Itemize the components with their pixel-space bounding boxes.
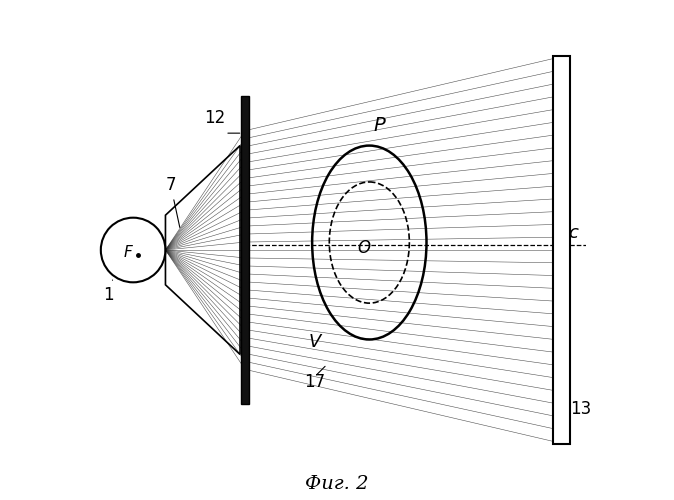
Text: P: P — [373, 116, 385, 135]
Text: 1: 1 — [103, 280, 114, 303]
Text: 12: 12 — [204, 109, 226, 127]
Text: 13: 13 — [570, 400, 591, 418]
Text: F: F — [124, 245, 133, 260]
FancyBboxPatch shape — [553, 56, 570, 444]
FancyBboxPatch shape — [555, 58, 563, 442]
Text: V: V — [309, 333, 321, 351]
Text: c: c — [568, 224, 578, 242]
Text: O: O — [358, 238, 371, 256]
FancyBboxPatch shape — [241, 96, 249, 404]
Text: 7: 7 — [165, 176, 180, 228]
Text: Фиг. 2: Фиг. 2 — [305, 474, 369, 492]
Text: 17: 17 — [304, 372, 325, 390]
